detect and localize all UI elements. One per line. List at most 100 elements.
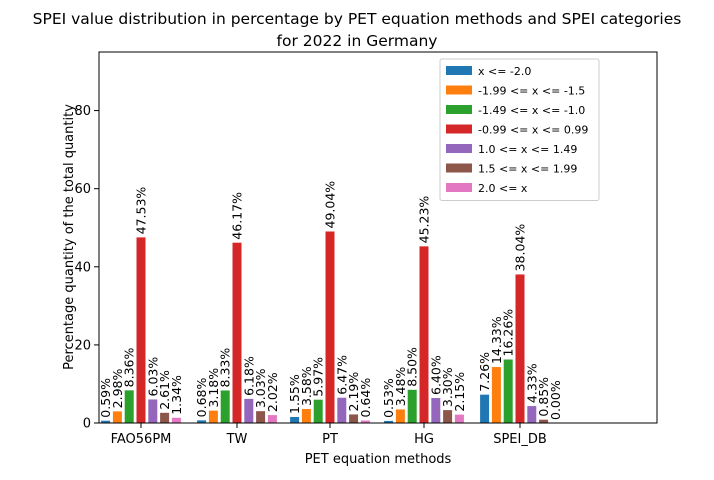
chart-title-line-1: SPEI value distribution in percentage by…	[33, 10, 682, 28]
bar-value-label: 0.68%	[194, 378, 209, 418]
bar	[491, 367, 501, 423]
bar-value-label: 2.15%	[452, 372, 467, 412]
x-tick-label: TW	[226, 432, 248, 447]
bar	[325, 231, 335, 423]
bar-value-label: 4.33%	[524, 363, 539, 403]
legend-swatch	[446, 144, 472, 153]
bar-value-label: 2.98%	[110, 369, 125, 409]
bar	[208, 410, 218, 423]
legend-entry-label: 1.0 <= x <= 1.49	[478, 143, 577, 156]
bar	[313, 399, 323, 423]
bar-value-label: 45.23%	[417, 196, 432, 244]
bar-value-label: 8.50%	[405, 347, 420, 387]
x-tick-label: FAO56PM	[111, 432, 172, 447]
bar-labels-layer: 0.59% 0.68% 1.55% 0.53% 7.26% 2.98% 3.18% 3.58%…	[98, 181, 563, 420]
bar-value-label: 8.33%	[218, 348, 233, 388]
bar	[503, 359, 513, 423]
y-axis: 0 20 40 60 80	[74, 104, 99, 432]
legend-entry-label: x <= -2.0	[478, 65, 531, 78]
legend-swatch	[446, 66, 472, 75]
bar	[290, 416, 300, 423]
bar-value-label: 38.04%	[513, 224, 528, 272]
legend-entry-label: -1.49 <= x <= -1.0	[478, 104, 585, 117]
y-axis-label: Percentage quantity of the total quantit…	[62, 104, 77, 370]
bar-value-label: 6.40%	[428, 355, 443, 395]
bar	[256, 411, 266, 423]
bar	[454, 414, 464, 423]
bar-value-label: 0.00%	[548, 380, 563, 420]
bar	[395, 409, 405, 423]
bar	[267, 415, 277, 423]
bar	[419, 246, 429, 423]
bar-value-label: 6.03%	[145, 357, 160, 397]
bar	[160, 412, 170, 423]
bar-value-label: 8.36%	[122, 348, 137, 388]
bar-value-label: 7.26%	[477, 352, 492, 392]
legend-entry-label: -0.99 <= x <= 0.99	[478, 124, 588, 137]
bar-value-label: 49.04%	[323, 181, 338, 229]
bar-value-label: 0.64%	[358, 378, 373, 418]
bar	[197, 420, 207, 423]
bar	[407, 389, 417, 423]
chart-title-line-2: for 2022 in Germany	[277, 32, 438, 50]
bar	[136, 237, 146, 423]
x-tick-label: PT	[322, 432, 338, 447]
bar	[539, 419, 549, 423]
bar	[148, 399, 158, 423]
y-tick-label: 0	[83, 417, 91, 432]
bar	[443, 410, 453, 423]
legend-swatch	[446, 85, 472, 95]
bar-value-label: 3.58%	[299, 366, 314, 406]
legend-swatch	[446, 183, 472, 192]
bar-value-label: 1.55%	[287, 374, 302, 414]
y-tick-label: 80	[74, 104, 91, 119]
bar	[220, 390, 230, 423]
x-axis-label: PET equation methods	[305, 452, 452, 467]
legend: x <= -2.0 -1.99 <= x <= -1.5 -1.49 <= x <=…	[439, 58, 600, 201]
bar-value-label: 5.97%	[311, 357, 326, 397]
legend-box	[439, 58, 600, 201]
legend-swatch	[446, 105, 472, 114]
y-tick-label: 40	[74, 260, 91, 275]
y-tick-label: 60	[74, 182, 91, 197]
bar	[171, 417, 181, 423]
legend-entry-label: -1.99 <= x <= -1.5	[478, 85, 585, 98]
bar-value-label: 0.85%	[536, 377, 551, 417]
x-axis: FAO56PM TW PT HG SPEI_DB	[111, 423, 547, 447]
y-tick-label: 20	[74, 338, 91, 353]
bar	[124, 390, 134, 423]
bar-value-label: 14.33%	[489, 316, 504, 364]
bar	[112, 411, 122, 423]
bar-value-label: 47.53%	[134, 187, 149, 235]
bar-value-label: 16.26%	[501, 309, 516, 357]
bar	[480, 394, 490, 423]
bar	[349, 414, 359, 423]
legend-swatch	[446, 124, 472, 134]
bar	[301, 409, 311, 423]
bar-value-label: 46.17%	[230, 192, 245, 240]
bar	[515, 274, 525, 423]
bar-value-label: 2.19%	[346, 372, 361, 412]
bar-value-label: 6.47%	[334, 355, 349, 395]
bar	[431, 398, 441, 423]
bar	[360, 420, 370, 423]
bar	[101, 420, 111, 423]
bar-value-label: 1.34%	[169, 375, 184, 415]
legend-entry-label: 2.0 <= x	[478, 182, 528, 195]
bar-value-label: 0.59%	[98, 378, 113, 418]
x-tick-label: SPEI_DB	[493, 432, 547, 447]
bar	[337, 397, 347, 423]
plot-frame	[98, 51, 658, 424]
bar-value-label: 2.02%	[265, 372, 280, 412]
legend-entry-label: 1.5 <= x <= 1.99	[478, 163, 577, 176]
bar-value-label: 3.30%	[440, 367, 455, 407]
bar-value-label: 6.18%	[241, 356, 256, 396]
bar-value-label: 0.53%	[381, 378, 396, 418]
bar-value-label: 2.61%	[157, 370, 172, 410]
legend-swatch	[446, 163, 472, 173]
bar	[244, 398, 254, 423]
bar	[232, 242, 242, 423]
bar-value-label: 3.18%	[206, 368, 221, 408]
bar	[527, 406, 537, 423]
